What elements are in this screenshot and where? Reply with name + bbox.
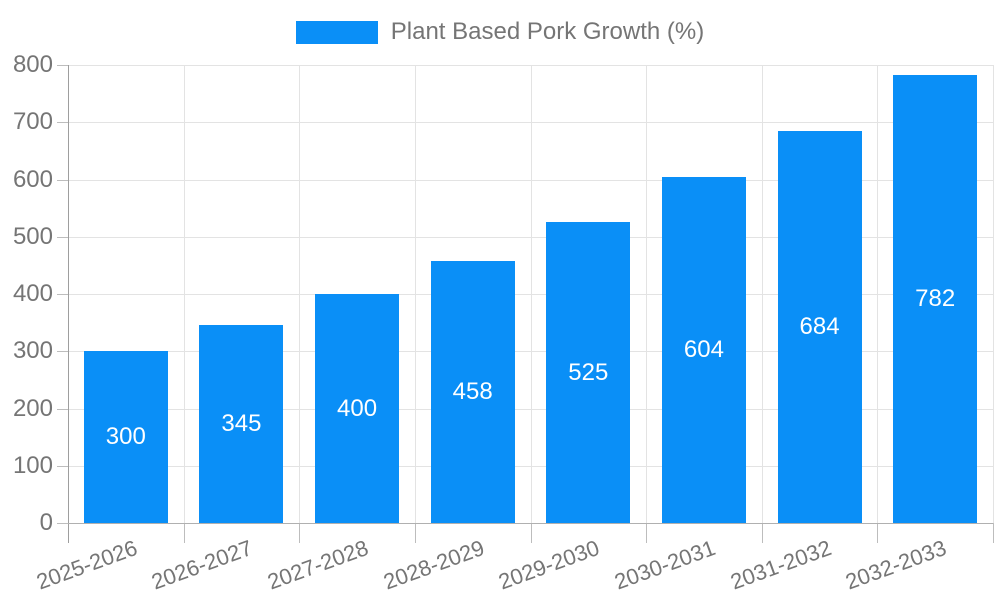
- bar-value-label: 684: [799, 313, 840, 341]
- y-tick: [57, 351, 68, 353]
- x-tick: [299, 523, 301, 543]
- bar[interactable]: [83, 351, 168, 523]
- bar-value-label: 782: [915, 285, 956, 313]
- legend-label: Plant Based Pork Growth (%): [390, 18, 705, 45]
- bar[interactable]: [777, 131, 862, 523]
- bar-value-label: 525: [568, 358, 609, 386]
- bar[interactable]: [546, 222, 631, 523]
- gridline-vertical: [414, 65, 416, 523]
- gridline-vertical: [530, 65, 532, 523]
- x-tick: [993, 523, 994, 543]
- gridline-vertical: [993, 65, 994, 523]
- x-tick: [646, 523, 648, 543]
- y-tick: [57, 465, 68, 467]
- bar[interactable]: [661, 177, 746, 523]
- x-axis-line: [68, 523, 993, 524]
- bar-value-label: 345: [221, 410, 262, 438]
- y-axis-line: [68, 65, 69, 543]
- x-tick: [530, 523, 532, 543]
- bar[interactable]: [199, 325, 284, 523]
- y-tick: [57, 523, 68, 524]
- y-axis-label: 500: [12, 222, 53, 250]
- bar-value-label: 400: [337, 394, 378, 422]
- y-tick: [57, 294, 68, 295]
- gridline-vertical: [299, 65, 301, 523]
- bar[interactable]: [893, 75, 978, 523]
- y-axis-label: 200: [12, 394, 53, 422]
- y-axis-label: 100: [12, 451, 53, 479]
- y-tick: [57, 179, 68, 181]
- y-axis-label: 0: [39, 509, 53, 536]
- x-tick: [761, 523, 763, 543]
- legend[interactable]: Plant Based Pork Growth (%): [0, 18, 1000, 46]
- y-tick: [57, 236, 68, 238]
- y-axis-label: 800: [12, 51, 53, 78]
- gridline-vertical: [646, 65, 648, 523]
- y-tick: [57, 122, 68, 124]
- y-tick: [57, 408, 68, 410]
- y-axis-label: 700: [12, 108, 53, 136]
- gridline-vertical: [877, 65, 879, 523]
- x-tick: [414, 523, 416, 543]
- gridline-vertical: [761, 65, 763, 523]
- y-axis-label: 300: [12, 337, 53, 365]
- gridline-vertical: [183, 65, 185, 523]
- bar-value-label: 300: [105, 423, 146, 451]
- legend-swatch: [295, 20, 378, 44]
- bar-value-label: 458: [452, 377, 493, 405]
- bar[interactable]: [430, 260, 515, 523]
- y-axis-label: 600: [12, 165, 53, 193]
- bar[interactable]: [315, 294, 400, 523]
- x-tick: [877, 523, 879, 543]
- y-axis-label: 400: [12, 280, 53, 307]
- y-tick: [57, 65, 68, 66]
- x-tick: [183, 523, 185, 543]
- plot-area: 0 100 200 300 400 500 600 700 800 2025-2026 2026-2…: [13, 51, 994, 594]
- bar-value-label: 604: [683, 336, 724, 364]
